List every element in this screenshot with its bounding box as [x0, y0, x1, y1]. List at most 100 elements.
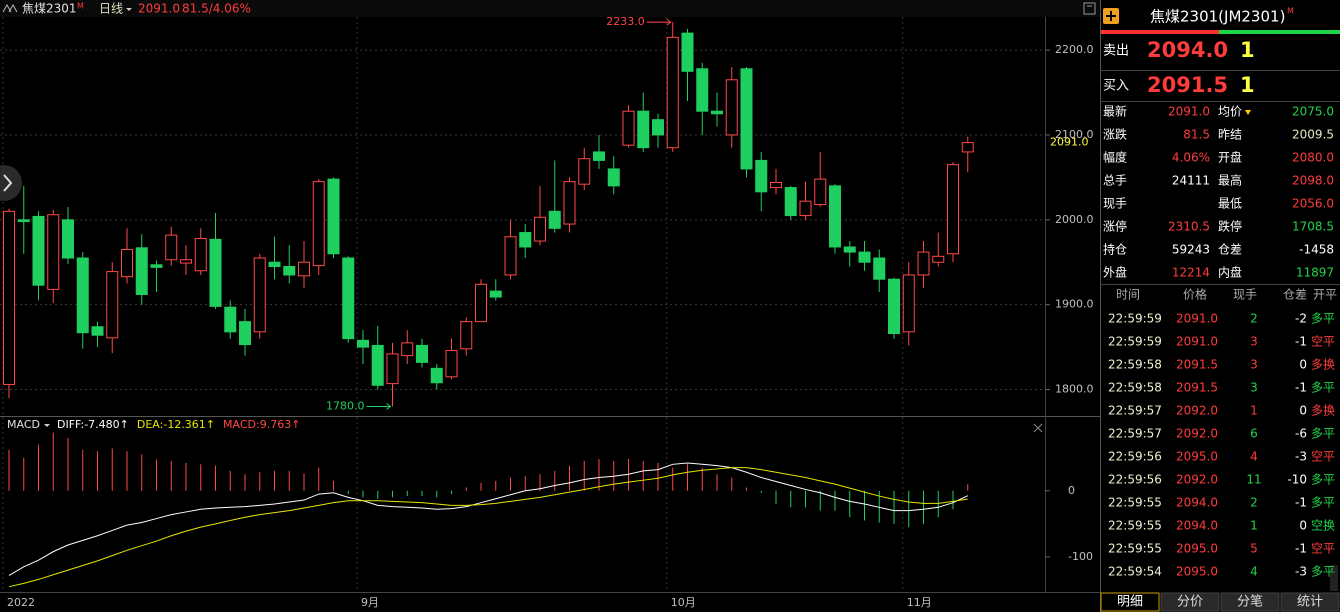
trade-time: 22:59:55 [1108, 519, 1162, 533]
candle-body [150, 264, 163, 268]
candle-body [681, 32, 694, 72]
field-label: 最低 [1218, 197, 1242, 211]
macd-title[interactable]: MACD [7, 418, 40, 431]
candle-body [755, 159, 768, 193]
bid-label: 买入 [1103, 79, 1129, 94]
candle-body [902, 274, 915, 333]
candle-body [135, 247, 148, 295]
trade-oi: -2 [1295, 312, 1307, 326]
field-label: 最新 [1103, 104, 1127, 119]
candle-body [76, 257, 89, 334]
field-label: 内盘 [1218, 265, 1242, 280]
candle-body [194, 237, 207, 272]
candle-body [888, 278, 900, 335]
x-tick-label: 9月 [361, 596, 379, 609]
trade-price: 2092.0 [1176, 404, 1218, 418]
candle-body [489, 290, 502, 298]
macd-caret [43, 424, 50, 427]
y-tick-label: 2000.0 [1055, 213, 1094, 226]
trade-oi: -10 [1287, 473, 1307, 487]
legend-entry: MACD:9.763↑ [223, 418, 300, 431]
field-caret[interactable] [1245, 110, 1251, 115]
trade-kind: 多换 [1311, 358, 1335, 372]
trade-kind: 空平 [1311, 542, 1335, 556]
trade-kind: 多平 [1311, 473, 1335, 487]
field-label: 总手 [1103, 174, 1127, 188]
candle-body [106, 271, 119, 339]
candle-body [224, 306, 237, 333]
trade-time: 22:59:59 [1108, 335, 1162, 349]
candle-body [253, 257, 266, 333]
x-tick-label: 2022 [7, 596, 35, 609]
y-tick-label: 1900.0 [1055, 298, 1094, 311]
tab-label[interactable]: 分笔 [1237, 594, 1263, 610]
tab[interactable] [1280, 592, 1340, 612]
trade-price: 2094.0 [1176, 519, 1218, 533]
symbol: 焦煤2301 [22, 2, 77, 16]
candle-body [917, 251, 930, 276]
column-header: 价格 [1183, 287, 1207, 302]
candle-body [593, 151, 605, 161]
annotation-arrowhead [666, 18, 672, 26]
field-value: 2056.0 [1292, 197, 1334, 211]
candle-body [770, 181, 782, 189]
field-label: 幅度 [1103, 150, 1127, 165]
candle-body [165, 234, 178, 261]
trade-time: 22:59:57 [1108, 404, 1162, 418]
quote-title: 焦煤2301(JM2301) [1150, 8, 1285, 26]
maximize-button[interactable] [1083, 2, 1096, 15]
candle-body [32, 215, 45, 286]
tab[interactable] [1100, 592, 1160, 612]
tab[interactable] [1160, 592, 1220, 612]
column-header: 仓差 [1283, 288, 1307, 302]
candle-body [327, 178, 340, 255]
trade-oi: -3 [1295, 450, 1307, 464]
field-value: 11897 [1296, 266, 1334, 280]
tab-label[interactable]: 分价 [1177, 595, 1203, 610]
tab-label[interactable]: 统计 [1297, 595, 1323, 610]
trade-oi: -3 [1295, 565, 1307, 579]
scrollbar[interactable] [1330, 565, 1338, 591]
trade-time: 22:59:55 [1108, 496, 1162, 510]
candle-body [401, 342, 414, 357]
field-value: 2080.0 [1292, 151, 1334, 165]
tab[interactable] [1220, 592, 1280, 612]
candle-body [283, 265, 296, 276]
last-price-label: 2091.0 [1050, 136, 1089, 149]
trade-kind: 多平 [1311, 381, 1335, 395]
trade-price: 2091.0 [1176, 312, 1218, 326]
x-tick-label: 11月 [907, 596, 932, 609]
field-label: 现手 [1103, 197, 1127, 211]
candle-body [814, 178, 827, 206]
trade-volume: 11 [1246, 473, 1261, 487]
field-value: 59243 [1172, 243, 1210, 257]
field-value: -1458 [1299, 243, 1334, 257]
trade-kind: 空平 [1311, 335, 1335, 349]
bid-qty: 1 [1240, 73, 1255, 97]
candle-body [239, 321, 251, 346]
period[interactable]: 日线 [99, 2, 123, 16]
ask-label: 卖出 [1103, 44, 1129, 59]
link-icon[interactable] [2, 3, 18, 13]
field-value: 81.5 [1183, 128, 1210, 142]
field-label: 仓差 [1218, 243, 1242, 257]
candle-body [563, 181, 576, 225]
trade-oi: -1 [1295, 335, 1307, 349]
tab-label[interactable]: 明细 [1117, 595, 1143, 610]
candle-body [17, 219, 30, 223]
trade-price: 2095.0 [1176, 565, 1218, 579]
candle-body [740, 68, 753, 170]
close-macd[interactable] [1033, 423, 1043, 433]
bid-ask-bar-green [1219, 30, 1340, 34]
y-tick-label: -100 [1068, 550, 1093, 563]
trade-kind: 空换 [1311, 519, 1335, 533]
candle-body [268, 261, 281, 267]
field-label: 涨跌 [1103, 127, 1127, 142]
candle-body [622, 110, 635, 146]
candle-body [445, 350, 458, 378]
candle-body [947, 164, 959, 255]
macd-line [8, 467, 968, 588]
candle-body [209, 238, 222, 307]
trade-volume: 3 [1250, 335, 1258, 349]
trade-price: 2092.0 [1176, 473, 1218, 487]
